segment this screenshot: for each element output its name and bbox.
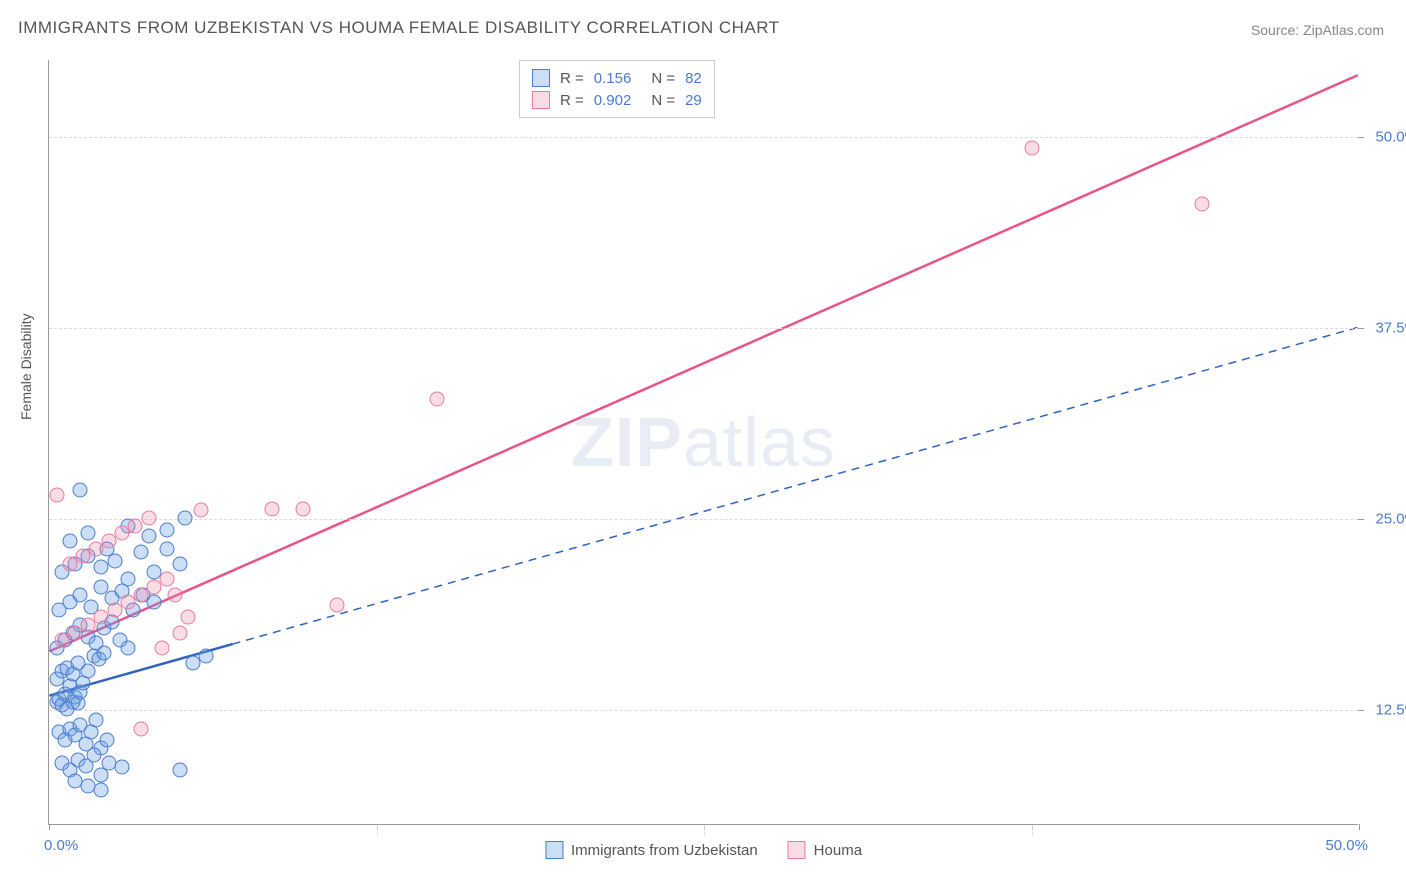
scatter-point-pink [49, 488, 64, 503]
y-tick-mark [1358, 519, 1364, 520]
scatter-point-pink [180, 610, 195, 625]
r-label: R = [560, 70, 584, 87]
r-label: R = [560, 92, 584, 109]
chart-title: IMMIGRANTS FROM UZBEKISTAN VS HOUMA FEMA… [18, 18, 780, 38]
scatter-point-blue [89, 712, 104, 727]
swatch-blue-icon [545, 841, 563, 859]
scatter-point-pink [264, 501, 279, 516]
y-tick-mark [1358, 137, 1364, 138]
scatter-point-pink [1024, 140, 1039, 155]
stats-legend-box: R = 0.156 N = 82 R = 0.902 N = 29 [519, 60, 715, 118]
scatter-point-blue [159, 523, 174, 538]
scatter-point-blue [86, 748, 101, 763]
gridline-horizontal [49, 328, 1358, 329]
x-tick-label-min: 0.0% [44, 837, 78, 854]
scatter-point-blue [81, 526, 96, 541]
stats-row-series-0: R = 0.156 N = 82 [532, 67, 702, 89]
scatter-point-pink [296, 501, 311, 516]
scatter-point-blue [141, 529, 156, 544]
scatter-point-blue [120, 641, 135, 656]
scatter-point-blue [133, 544, 148, 559]
trend-line-pink-solid [49, 75, 1357, 651]
scatter-point-blue [115, 760, 130, 775]
legend-label-0: Immigrants from Uzbekistan [571, 842, 758, 859]
x-tick-mark [1359, 824, 1360, 830]
source-attribution: Source: ZipAtlas.com [1251, 22, 1384, 38]
chart-plot-area: ZIPatlas R = 0.156 N = 82 R = 0.902 N = … [48, 60, 1358, 825]
scatter-point-pink [1194, 197, 1209, 212]
scatter-point-pink [167, 587, 182, 602]
scatter-point-pink [330, 598, 345, 613]
scatter-point-blue [159, 541, 174, 556]
stats-row-series-1: R = 0.902 N = 29 [532, 89, 702, 111]
gridline-vertical [377, 825, 378, 835]
scatter-point-pink [141, 511, 156, 526]
scatter-point-pink [173, 625, 188, 640]
gridline-vertical [1032, 825, 1033, 835]
scatter-point-blue [120, 572, 135, 587]
scatter-point-pink [159, 572, 174, 587]
scatter-point-pink [154, 641, 169, 656]
y-tick-label: 25.0% [1375, 511, 1406, 528]
scatter-point-blue [199, 648, 214, 663]
gridline-horizontal [49, 137, 1358, 138]
bottom-legend: Immigrants from Uzbekistan Houma [545, 841, 862, 859]
scatter-point-blue [178, 511, 193, 526]
y-tick-label: 37.5% [1375, 319, 1406, 336]
scatter-point-blue [99, 732, 114, 747]
scatter-point-blue [146, 595, 161, 610]
scatter-point-pink [193, 503, 208, 518]
r-value-0: 0.156 [594, 70, 632, 87]
n-value-1: 29 [685, 92, 702, 109]
n-label: N = [651, 70, 675, 87]
scatter-point-blue [173, 556, 188, 571]
swatch-blue-icon [532, 69, 550, 87]
y-tick-label: 12.5% [1375, 702, 1406, 719]
r-value-1: 0.902 [594, 92, 632, 109]
x-tick-label-max: 50.0% [1325, 837, 1368, 854]
y-tick-mark [1358, 710, 1364, 711]
scatter-point-blue [62, 533, 77, 548]
scatter-point-blue [94, 783, 109, 798]
scatter-point-pink [133, 722, 148, 737]
scatter-point-blue [173, 763, 188, 778]
y-axis-label: Female Disability [18, 313, 34, 420]
n-label: N = [651, 92, 675, 109]
x-tick-mark [49, 824, 50, 830]
scatter-point-pink [429, 391, 444, 406]
trend-line-blue-dashed [233, 327, 1358, 644]
n-value-0: 82 [685, 70, 702, 87]
gridline-horizontal [49, 519, 1358, 520]
y-tick-mark [1358, 328, 1364, 329]
legend-item-0: Immigrants from Uzbekistan [545, 841, 758, 859]
scatter-point-blue [73, 483, 88, 498]
legend-label-1: Houma [814, 842, 862, 859]
scatter-point-blue [81, 664, 96, 679]
y-tick-label: 50.0% [1375, 128, 1406, 145]
legend-item-1: Houma [788, 841, 862, 859]
gridline-horizontal [49, 710, 1358, 711]
swatch-pink-icon [788, 841, 806, 859]
swatch-pink-icon [532, 91, 550, 109]
scatter-point-blue [89, 636, 104, 651]
gridline-vertical [704, 825, 705, 835]
